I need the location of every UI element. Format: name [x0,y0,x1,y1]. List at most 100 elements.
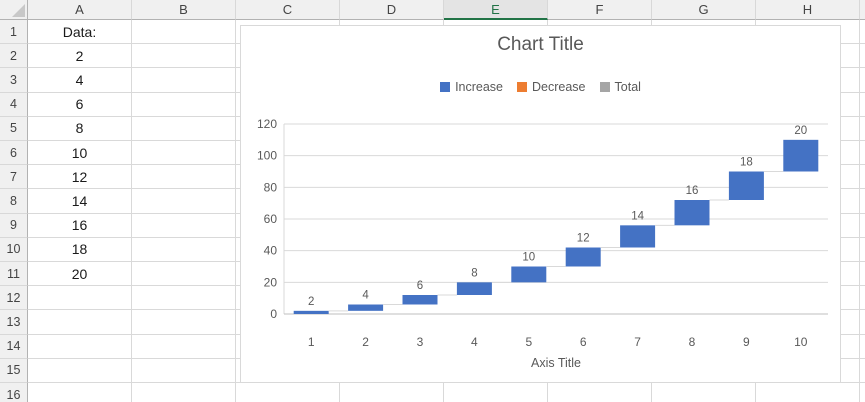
cell-A7[interactable]: 12 [28,165,132,190]
cell-I2[interactable] [860,44,865,69]
legend-item-increase[interactable]: Increase [440,80,503,94]
row-header-9[interactable]: 9 [0,213,28,238]
row-header-10[interactable]: 10 [0,237,28,262]
x-tick-label-7: 7 [634,335,641,349]
cell-I5[interactable] [860,117,865,141]
cell-I1[interactable] [860,20,865,45]
cell-B14[interactable] [132,334,236,359]
increase-bar-3[interactable] [402,295,438,305]
cell-B9[interactable] [132,213,236,238]
cell-A10[interactable]: 18 [28,237,132,262]
cell-I13[interactable] [860,310,865,335]
row-header-11[interactable]: 11 [0,262,28,287]
cell-I3[interactable] [860,68,865,93]
x-axis-title[interactable]: Axis Title [530,356,581,370]
column-header-D[interactable]: D [340,0,444,20]
cell-B6[interactable] [132,141,236,166]
cell-E16[interactable] [444,383,548,402]
increase-bar-9[interactable] [728,171,764,201]
cell-A4[interactable]: 6 [28,92,132,117]
cell-A1[interactable]: Data: [28,20,132,45]
cell-B7[interactable] [132,165,236,190]
chart-legend[interactable]: Increase Decrease Total [241,79,840,95]
cell-B12[interactable] [132,286,236,311]
row-header-13[interactable]: 13 [0,310,28,335]
row-header-8[interactable]: 8 [0,189,28,214]
legend-item-total[interactable]: Total [599,80,641,94]
cell-I6[interactable] [860,141,865,166]
increase-bar-4[interactable] [456,282,492,295]
cell-A15[interactable] [28,358,132,383]
cell-C16[interactable] [236,383,340,402]
column-header-B[interactable]: B [132,0,236,20]
x-tick-label-3: 3 [417,335,424,349]
row-header-14[interactable]: 14 [0,334,28,359]
increase-bar-5[interactable] [511,266,547,283]
cell-F16[interactable] [548,383,652,402]
cell-A2[interactable]: 2 [28,44,132,69]
increase-bar-10[interactable] [783,139,819,172]
cell-I10[interactable] [860,238,865,262]
cell-A9[interactable]: 16 [28,213,132,238]
increase-bar-6[interactable] [565,247,601,267]
column-header-F[interactable]: F [548,0,652,20]
cell-A14[interactable] [28,334,132,359]
cell-A13[interactable] [28,310,132,335]
cell-A6[interactable]: 10 [28,141,132,166]
cell-A16[interactable] [28,383,132,402]
cell-B10[interactable] [132,237,236,262]
cell-B5[interactable] [132,116,236,141]
data-label: 2 [308,296,314,308]
cell-B16[interactable] [132,383,236,402]
cell-H16[interactable] [756,383,860,402]
row-header-3[interactable]: 3 [0,68,28,93]
cell-A8[interactable]: 14 [28,189,132,214]
column-header-C[interactable]: C [236,0,340,20]
row-header-16[interactable]: 16 [0,383,28,402]
column-header-partial[interactable] [860,0,865,20]
row-header-5[interactable]: 5 [0,116,28,141]
cell-G16[interactable] [652,383,756,402]
row-header-15[interactable]: 15 [0,358,28,383]
cell-B1[interactable] [132,20,236,45]
row-header-4[interactable]: 4 [0,92,28,117]
column-header-H[interactable]: H [756,0,860,20]
column-header-G[interactable]: G [652,0,756,20]
cell-B11[interactable] [132,262,236,287]
legend-item-decrease[interactable]: Decrease [517,80,586,94]
column-header-A[interactable]: A [28,0,132,20]
cell-B8[interactable] [132,189,236,214]
cell-D16[interactable] [340,383,444,402]
cell-I16[interactable] [860,383,865,402]
cell-A5[interactable]: 8 [28,116,132,141]
increase-bar-2[interactable] [348,304,384,311]
cell-I8[interactable] [860,189,865,214]
cell-I14[interactable] [860,335,865,359]
row-header-7[interactable]: 7 [0,165,28,190]
cell-B15[interactable] [132,358,236,383]
cell-B4[interactable] [132,92,236,117]
cell-I11[interactable] [860,262,865,287]
cell-I4[interactable] [860,93,865,117]
increase-bar-8[interactable] [674,200,710,226]
row-header-6[interactable]: 6 [0,141,28,166]
cell-I12[interactable] [860,286,865,311]
cell-I7[interactable] [860,165,865,190]
increase-bar-1[interactable] [293,310,329,314]
increase-bar-7[interactable] [620,225,656,248]
cell-I15[interactable] [860,359,865,383]
row-header-1[interactable]: 1 [0,20,28,45]
cell-B3[interactable] [132,68,236,93]
chart-title[interactable]: Chart Title [497,34,584,55]
cell-A12[interactable] [28,286,132,311]
column-header-E[interactable]: E [444,0,548,20]
select-all-corner[interactable] [0,0,28,20]
row-header-2[interactable]: 2 [0,44,28,69]
cell-I9[interactable] [860,214,865,238]
cell-A11[interactable]: 20 [28,262,132,287]
cell-A3[interactable]: 4 [28,68,132,93]
cell-B2[interactable] [132,44,236,69]
waterfall-chart[interactable]: Chart Title Increase Decrease Total 0 20 40 6… [240,25,841,383]
row-header-12[interactable]: 12 [0,286,28,311]
cell-B13[interactable] [132,310,236,335]
